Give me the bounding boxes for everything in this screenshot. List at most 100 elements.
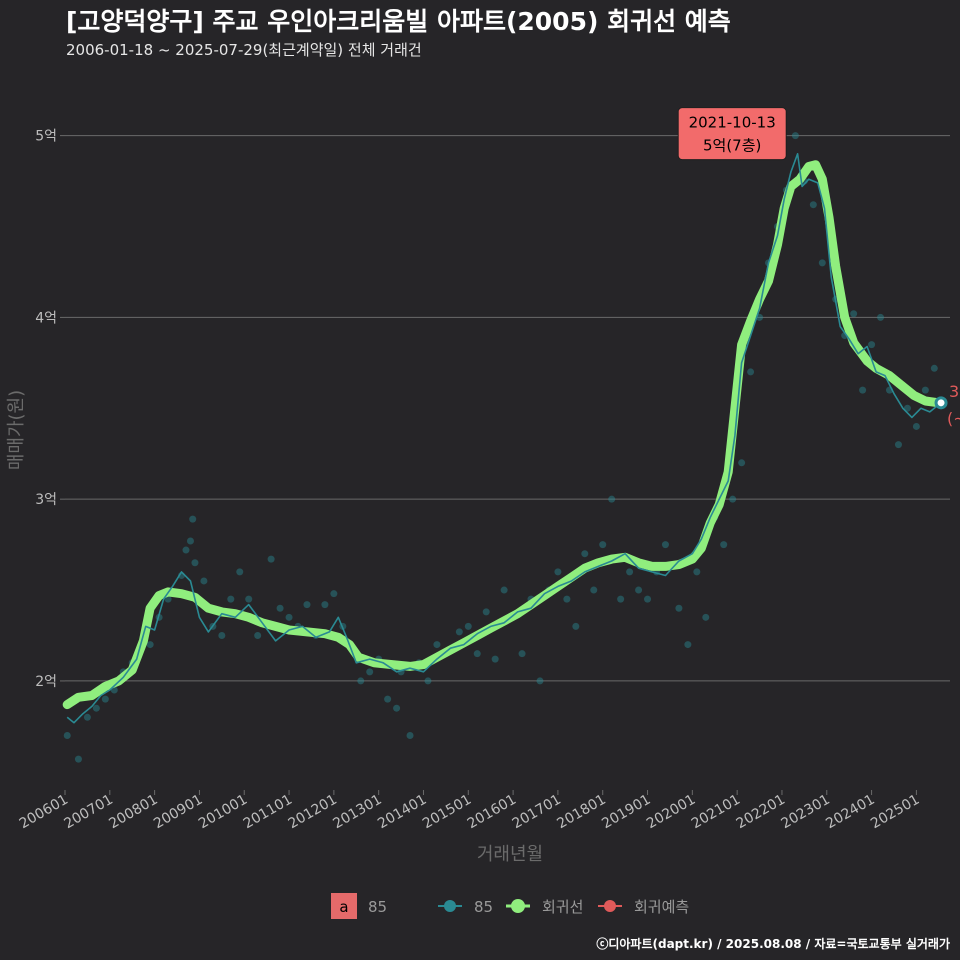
scatter-point: [500, 586, 508, 594]
series-lines: [62, 153, 944, 724]
scatter-point: [590, 586, 598, 594]
legend-dot-prediction: [604, 900, 616, 912]
scatter-point: [236, 568, 244, 576]
scatter-point: [921, 386, 929, 394]
scatter-point: [218, 631, 226, 639]
max-callout-label: 5억(7층): [703, 137, 761, 155]
last-point-value: 35,300: [949, 382, 960, 401]
legend-box-symbol: a: [339, 898, 348, 916]
scatter-point: [599, 541, 607, 549]
scatter-point: [729, 495, 737, 503]
scatter-point: [182, 546, 190, 554]
y-axis-title: 매매가(원): [6, 390, 27, 470]
scatter-point: [791, 132, 799, 140]
max-callout-date: 2021-10-13: [689, 114, 776, 132]
scatter-point: [455, 628, 463, 636]
last-point: 35,300 (~85㎡): [934, 382, 960, 428]
scatter-point: [693, 568, 701, 576]
scatter-point: [747, 368, 755, 376]
scatter-point: [720, 541, 728, 549]
scatter-point: [92, 704, 100, 712]
scatter-point: [357, 677, 365, 685]
max-callout-box: [677, 107, 787, 161]
scatter-point: [850, 310, 858, 318]
legend-label-prediction: 회귀예측: [634, 898, 689, 916]
y-tick-label: 3억: [35, 492, 57, 508]
scatter-point: [877, 313, 885, 321]
scatter-point: [608, 495, 616, 503]
scatter-point: [74, 755, 82, 763]
scatter-point: [366, 668, 374, 676]
scatter-point: [536, 677, 544, 685]
series-85-line: [66, 153, 942, 724]
legend-box-swatch: [331, 893, 357, 919]
legend-dot-85: [444, 900, 456, 912]
scatter-point: [191, 559, 199, 567]
scatter-point: [930, 364, 938, 372]
scatter-point: [330, 590, 338, 598]
scatter-point: [186, 537, 194, 545]
scatter-point: [321, 601, 329, 609]
scatter-point: [245, 595, 253, 603]
scatter-point: [406, 731, 414, 739]
scatter-point: [617, 595, 625, 603]
y-gridlines: [60, 135, 950, 682]
scatter-points: [63, 132, 945, 763]
scatter-point: [868, 341, 876, 349]
scatter-point: [738, 459, 746, 467]
scatter-point: [482, 608, 490, 616]
scatter-point: [661, 541, 669, 549]
scatter-point: [189, 515, 197, 523]
scatter-point: [424, 677, 432, 685]
scatter-point: [200, 577, 208, 585]
scatter-point: [809, 201, 817, 209]
credit-text: ⓒ디아파트(dapt.kr) / 2025.08.08 / 자료=국토교통부 실…: [596, 936, 950, 951]
scatter-point: [626, 568, 634, 576]
chart-subtitle: 2006-01-18 ~ 2025-07-29(최근계약일) 전체 거래건: [66, 41, 422, 59]
scatter-point: [393, 704, 401, 712]
scatter-point: [572, 622, 580, 630]
scatter-point: [101, 695, 109, 703]
scatter-point: [433, 641, 441, 649]
scatter-point: [563, 595, 571, 603]
scatter-point: [285, 613, 293, 621]
scatter-point: [684, 641, 692, 649]
scatter-point: [894, 441, 902, 449]
legend-label-85: 85: [474, 898, 493, 916]
x-axis-title: 거래년월: [477, 844, 543, 865]
scatter-point: [675, 604, 683, 612]
scatter-point: [581, 550, 589, 558]
scatter-point: [491, 655, 499, 663]
scatter-point: [303, 601, 311, 609]
scatter-point: [644, 595, 652, 603]
scatter-point: [146, 641, 154, 649]
scatter-point: [912, 422, 920, 430]
scatter-point: [859, 386, 867, 394]
scatter-point: [267, 555, 275, 563]
legend-dot-regression: [511, 899, 525, 913]
scatter-point: [227, 595, 235, 603]
scatter-point: [384, 695, 392, 703]
scatter-point: [63, 731, 71, 739]
scatter-point: [83, 713, 91, 721]
scatter-point: [254, 631, 262, 639]
legend-label-regression: 회귀선: [542, 898, 583, 916]
scatter-point: [518, 650, 526, 658]
scatter-point: [276, 604, 284, 612]
scatter-point: [464, 622, 472, 630]
y-tick-label: 2억: [35, 674, 57, 690]
legend: a 85 85 회귀선 회귀예측: [331, 893, 689, 919]
y-tick-label: 5억: [35, 129, 57, 145]
legend-label-85-box: 85: [368, 898, 387, 916]
y-tick-labels: 2억 3억 4억 5억: [35, 129, 57, 690]
y-tick-label: 4억: [35, 310, 57, 326]
last-point-area: (~85㎡): [947, 409, 960, 428]
max-callout: 2021-10-13 5억(7층): [677, 107, 787, 161]
scatter-point: [635, 586, 643, 594]
chart-title: [고양덕양구] 주교 우인아크리움빌 아파트(2005) 회귀선 예측: [66, 7, 731, 36]
scatter-point: [702, 613, 710, 621]
scatter-point: [554, 568, 562, 576]
scatter-point: [473, 650, 481, 658]
